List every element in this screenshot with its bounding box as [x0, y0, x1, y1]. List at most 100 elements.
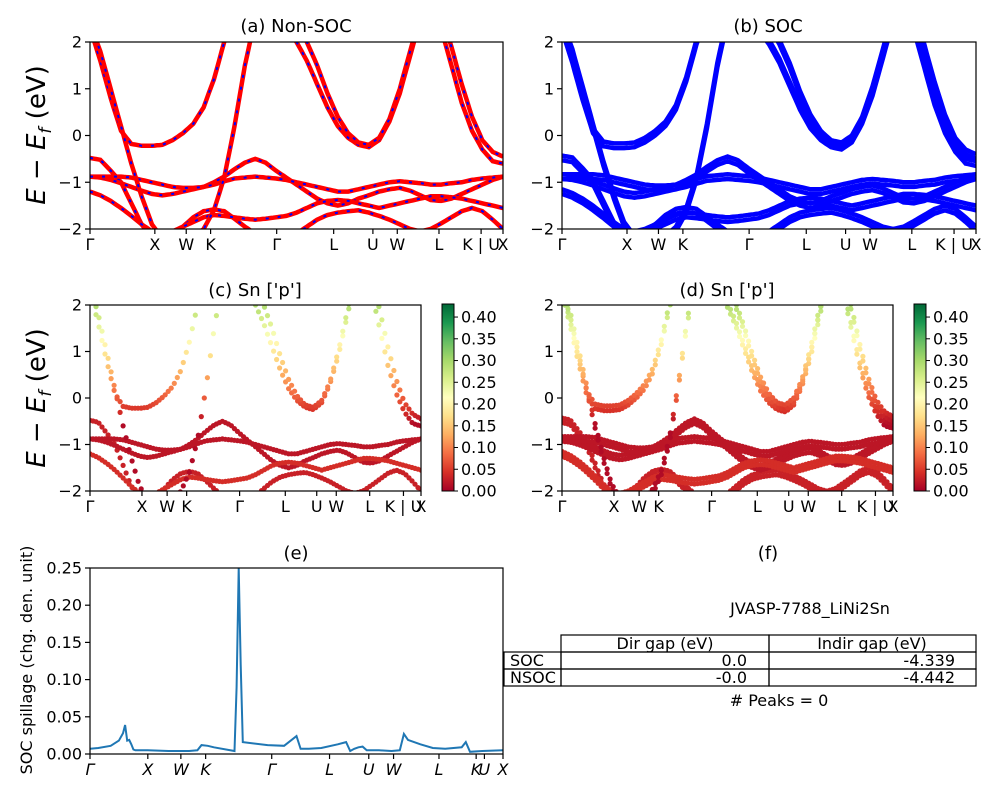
projected-band-point	[189, 458, 195, 464]
x-tick-label: X	[497, 760, 510, 779]
x-tick-label: K	[678, 235, 689, 254]
projected-band-point	[818, 308, 824, 314]
y-tick-label: 0	[544, 126, 554, 145]
projected-band-point	[869, 385, 875, 391]
x-tick-label: W	[800, 497, 816, 516]
projected-band-point	[195, 432, 201, 438]
y-tick-label: −2	[530, 220, 554, 239]
projected-band-point	[679, 355, 686, 361]
panel-f-material-id: JVASP-7788_LiNi2Sn	[729, 599, 890, 619]
projected-band-point	[165, 388, 171, 394]
projected-band-point	[117, 409, 123, 415]
projected-band-point	[379, 317, 385, 323]
band-line-soc	[563, 42, 976, 169]
projected-band-point	[337, 342, 343, 348]
projected-band-point	[201, 395, 207, 401]
projected-band-point	[138, 486, 144, 491]
y-tick-label: 1	[72, 79, 82, 98]
projected-band-point	[177, 369, 183, 375]
projected-band-point	[132, 468, 138, 474]
projected-band-point	[277, 351, 283, 357]
projected-band-point	[129, 458, 135, 464]
projected-band-point	[322, 391, 328, 397]
projected-band-point	[258, 315, 265, 322]
panel-e-xticks: Γ X W K Γ L U W L KU X	[86, 754, 510, 779]
colorbar-tick-label: 0.10	[461, 438, 497, 457]
projected-band-point	[818, 305, 824, 310]
projected-band-point	[255, 309, 262, 315]
y-tick-label: 0.00	[46, 745, 82, 764]
projected-band-point	[331, 365, 337, 371]
colorbar-tick-label: 0.30	[933, 351, 969, 370]
projected-band-point	[388, 356, 394, 362]
projected-band-point	[204, 375, 210, 381]
projected-band-point	[670, 416, 676, 422]
projected-band-point	[192, 312, 198, 318]
x-tick-label: X	[141, 760, 154, 779]
y-tick-label: 1	[72, 342, 82, 361]
projected-band-point	[394, 378, 400, 385]
projected-band-point	[652, 357, 658, 363]
projected-band-point	[595, 432, 601, 438]
projected-band-point	[571, 335, 577, 341]
colorbar-tick-label: 0.35	[461, 329, 497, 348]
projected-band-point	[102, 342, 108, 348]
x-tick-label: X	[622, 235, 633, 254]
projected-band-point	[180, 483, 186, 489]
projected-band-point	[574, 426, 580, 432]
panel-d-colorbar: 0.00 0.05 0.10 0.15 0.20 0.25 0.30 0.35 0.40	[913, 303, 969, 501]
projected-band-point	[589, 452, 595, 459]
projected-band-point	[394, 392, 400, 398]
projected-band-point	[649, 486, 655, 491]
projected-band-point	[391, 383, 397, 389]
projected-band-point	[409, 478, 415, 484]
projected-band-point	[325, 384, 331, 390]
projected-band-point	[863, 370, 869, 376]
panel-b-bands	[562, 42, 976, 229]
y-tick-label: −2	[58, 482, 82, 501]
projected-band-point	[298, 397, 304, 403]
projected-band-point	[758, 374, 764, 380]
y-tick-label: 0	[72, 126, 82, 145]
projected-band-point	[280, 359, 286, 366]
panel-e-axes	[89, 567, 504, 755]
colorbar-gradient	[441, 303, 455, 492]
table-col-header: Indir gap (eV)	[817, 634, 927, 653]
x-tick-label: W	[178, 235, 194, 254]
x-tick-label: K | U	[462, 235, 500, 254]
projected-band-point	[346, 306, 352, 312]
colorbar-tick-label: 0.00	[461, 482, 497, 501]
projected-band-point	[328, 376, 334, 382]
band-line-soc	[562, 176, 976, 197]
panel-c-colorbar: 0.00 0.05 0.10 0.15 0.20 0.25 0.30 0.35 0.40	[441, 303, 497, 501]
projected-band-point	[664, 314, 670, 321]
projected-band-point	[565, 306, 571, 312]
x-tick-label: Γ	[86, 497, 95, 516]
projected-band-point	[580, 371, 586, 377]
projected-band-point	[198, 414, 204, 420]
gap-table	[503, 634, 977, 687]
projected-band-point	[661, 323, 667, 329]
panel-f-title: (f)	[758, 543, 778, 564]
y-tick-label: −1	[530, 435, 554, 454]
x-tick-label: L	[281, 497, 290, 516]
projected-band-point	[598, 444, 604, 450]
y-tick-label: −1	[530, 173, 554, 192]
projected-band-point	[815, 312, 821, 318]
projected-band-point	[803, 367, 809, 373]
panel-e-spillage-line	[90, 568, 503, 753]
x-tick-label: W	[159, 497, 175, 516]
table-cell-value: -4.339	[903, 651, 955, 670]
x-tick-label: K	[205, 235, 216, 254]
projected-band-point	[292, 388, 298, 394]
projected-band-point	[574, 349, 580, 355]
projected-band-point	[213, 488, 219, 491]
colorbar-tick-label: 0.10	[933, 438, 969, 457]
x-tick-label: L	[329, 235, 338, 254]
projected-band-point	[589, 412, 595, 418]
projected-band-point	[755, 370, 761, 376]
panel-b-title: (b) SOC	[733, 16, 802, 37]
